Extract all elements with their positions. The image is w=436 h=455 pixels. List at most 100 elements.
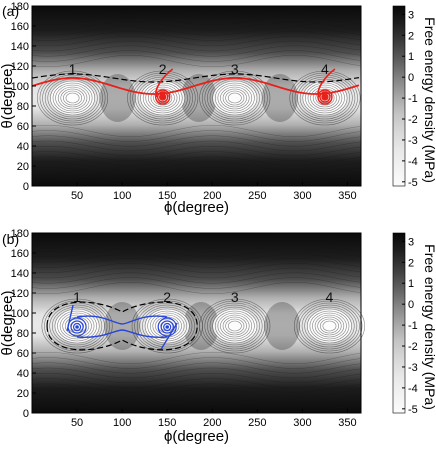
x-tick-label: 100 xyxy=(113,417,131,429)
contour-band xyxy=(31,253,361,263)
contour-ring xyxy=(207,304,263,348)
contour-ring xyxy=(307,84,343,112)
contour-ring xyxy=(139,304,195,348)
trajectory-line xyxy=(76,315,168,325)
contour-ring xyxy=(220,314,250,338)
contour-ring xyxy=(209,78,260,118)
well-basin xyxy=(212,309,257,343)
y-tick-label: 140 xyxy=(11,41,29,53)
contour-ring xyxy=(214,82,255,114)
colorbar-tick-label: -5 xyxy=(408,404,418,416)
colorbar xyxy=(392,232,406,414)
y-tick-label: 20 xyxy=(17,161,29,173)
x-axis-label: ϕ(degree) xyxy=(164,199,229,216)
contour-ring xyxy=(59,312,95,340)
contour-ring xyxy=(225,90,245,106)
panel-label: (a) xyxy=(2,3,19,19)
well-basin xyxy=(212,81,257,115)
contour-ring xyxy=(293,298,365,354)
contour-ring xyxy=(222,316,247,336)
contour-band xyxy=(31,140,361,152)
contour-band xyxy=(31,45,361,57)
trajectory-line xyxy=(31,77,360,95)
y-tick-label: 180 xyxy=(11,228,29,240)
contour-ring xyxy=(302,80,348,116)
contour-ring xyxy=(214,310,255,342)
y-tick-label: 60 xyxy=(17,121,29,133)
well-label: 3 xyxy=(231,61,239,77)
colorbar-tick-label: 3 xyxy=(408,236,414,248)
contour-ring xyxy=(315,90,335,106)
contour-ring xyxy=(41,298,113,354)
trajectory-spiral xyxy=(157,317,177,337)
contour-ring xyxy=(136,302,198,350)
contour-band xyxy=(31,248,361,258)
contour-ring xyxy=(65,92,80,104)
contour-band xyxy=(31,362,361,374)
contour-band xyxy=(31,272,361,284)
colorbar-label: Free energy density (MPa) xyxy=(422,17,436,183)
contour-ring xyxy=(145,84,180,112)
colorbar-tick-label: -4 xyxy=(408,383,418,395)
contour-ring xyxy=(42,74,103,122)
contour-band xyxy=(31,31,361,41)
trajectory-spiral xyxy=(321,93,329,101)
contour-ring xyxy=(312,312,347,340)
contour-ring xyxy=(209,306,260,346)
contour-ring xyxy=(39,72,106,124)
contour-ring xyxy=(199,70,271,126)
contour-band xyxy=(31,135,361,147)
contour-ring xyxy=(49,304,105,348)
contour-band xyxy=(31,21,361,31)
contour-ring xyxy=(201,300,268,352)
contour-ring xyxy=(217,84,253,112)
x-tick-label: 300 xyxy=(293,190,311,202)
well-label: 4 xyxy=(326,289,334,305)
trajectory-endpoint xyxy=(322,94,328,100)
contour-ring xyxy=(142,82,183,114)
y-axis-label: θ(degree) xyxy=(0,290,16,355)
trajectory-line xyxy=(77,329,168,339)
y-tick-label: 120 xyxy=(11,61,29,73)
contour-ring xyxy=(60,88,85,108)
contour-ring xyxy=(54,308,100,344)
contour-ring xyxy=(292,72,358,124)
colorbar-tick-label: -1 xyxy=(408,93,418,105)
x-tick-label: 350 xyxy=(338,190,356,202)
contour-ring xyxy=(140,80,186,116)
contour-band xyxy=(31,399,361,407)
contour-ring xyxy=(52,82,93,114)
contour-ring xyxy=(144,308,190,344)
contour-ring xyxy=(319,318,339,334)
y-tick-label: 40 xyxy=(17,368,29,380)
y-axis-label: θ(degree) xyxy=(0,63,16,128)
x-tick-label: 50 xyxy=(71,190,83,202)
chart-panel-a: 1 2 3 450 100 150 200 250 300 3500204060801001201… xyxy=(0,1,436,216)
contour-ring xyxy=(147,310,188,342)
contour-band xyxy=(31,388,361,398)
contour-ring xyxy=(212,80,258,116)
contour-ring xyxy=(301,304,358,348)
y-tick-label: 0 xyxy=(23,181,29,193)
contour-ring xyxy=(150,88,175,108)
contour-ring xyxy=(207,76,263,120)
contour-band xyxy=(31,156,361,166)
x-tick-label: 250 xyxy=(248,417,266,429)
x-tick-label: 150 xyxy=(158,190,176,202)
contour-ring xyxy=(299,302,360,350)
contour-ring xyxy=(199,298,271,354)
x-tick-label: 300 xyxy=(293,417,311,429)
contour-ring xyxy=(201,72,268,124)
y-tick-label: 100 xyxy=(11,308,29,320)
colorbar-tick-label: 1 xyxy=(408,51,414,63)
colorbar-tick-label: 2 xyxy=(408,30,414,42)
colorbar-tick-label: 3 xyxy=(408,9,414,21)
y-tick-label: 0 xyxy=(23,408,29,420)
contour-band xyxy=(31,267,361,279)
contour-ring xyxy=(127,70,199,126)
y-tick-label: 80 xyxy=(17,101,29,113)
well-basin xyxy=(50,81,95,115)
contour-ring xyxy=(55,84,90,112)
contour-ring xyxy=(212,308,258,344)
trajectory-spiral xyxy=(163,322,172,332)
